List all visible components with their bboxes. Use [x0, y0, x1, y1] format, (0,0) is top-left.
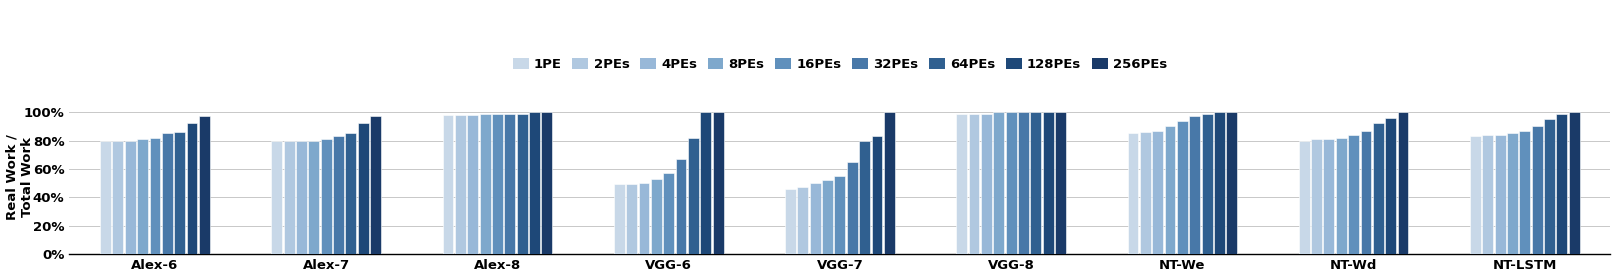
Bar [860, 140, 869, 254]
Bar [113, 140, 123, 254]
Bar [1361, 131, 1372, 254]
Bar [1165, 126, 1175, 254]
Bar [1374, 123, 1383, 254]
Bar [467, 115, 478, 254]
Bar [688, 138, 698, 254]
Bar [528, 112, 540, 254]
Bar [137, 139, 149, 254]
Bar [199, 116, 210, 254]
Bar [823, 180, 832, 254]
Bar [884, 112, 895, 254]
Bar [957, 114, 966, 254]
Bar [333, 136, 344, 254]
Bar [1128, 133, 1138, 254]
Bar [1556, 114, 1568, 254]
Bar [968, 114, 979, 254]
Bar [1311, 139, 1322, 254]
Bar [1482, 135, 1493, 254]
Bar [651, 179, 661, 254]
Bar [625, 184, 637, 254]
Bar [1055, 112, 1067, 254]
Legend: 1PE, 2PEs, 4PEs, 8PEs, 16PEs, 32PEs, 64PEs, 128PEs, 256PEs: 1PE, 2PEs, 4PEs, 8PEs, 16PEs, 32PEs, 64P… [512, 58, 1167, 71]
Bar [517, 114, 527, 254]
Bar [1385, 118, 1396, 254]
Bar [1532, 126, 1543, 254]
Bar [370, 116, 381, 254]
Bar [1398, 112, 1409, 254]
Bar [357, 123, 368, 254]
Bar [713, 112, 724, 254]
Bar [1348, 135, 1359, 254]
Bar [1495, 135, 1506, 254]
Bar [491, 114, 503, 254]
Bar [480, 114, 491, 254]
Bar [1324, 139, 1335, 254]
Bar [456, 115, 465, 254]
Y-axis label: Real Work /
Total Work: Real Work / Total Work [5, 135, 34, 220]
Bar [1569, 112, 1580, 254]
Bar [296, 140, 307, 254]
Bar [810, 183, 821, 254]
Bar [162, 133, 173, 254]
Bar [797, 187, 808, 254]
Bar [186, 123, 197, 254]
Bar [1227, 112, 1238, 254]
Bar [1189, 116, 1201, 254]
Bar [834, 176, 845, 254]
Bar [320, 139, 331, 254]
Bar [981, 114, 992, 254]
Bar [1202, 114, 1212, 254]
Bar [1214, 112, 1225, 254]
Bar [1139, 132, 1151, 254]
Bar [1508, 133, 1517, 254]
Bar [124, 140, 136, 254]
Bar [1519, 131, 1530, 254]
Bar [700, 112, 711, 254]
Bar [1299, 140, 1309, 254]
Bar [1042, 112, 1054, 254]
Bar [675, 159, 687, 254]
Bar [1031, 112, 1041, 254]
Bar [175, 132, 186, 254]
Bar [785, 189, 797, 254]
Bar [100, 140, 112, 254]
Bar [614, 184, 625, 254]
Bar [1005, 112, 1016, 254]
Bar [1545, 119, 1555, 254]
Bar [150, 138, 160, 254]
Bar [638, 183, 650, 254]
Bar [284, 140, 294, 254]
Bar [309, 140, 320, 254]
Bar [1152, 131, 1164, 254]
Bar [541, 112, 553, 254]
Bar [994, 112, 1004, 254]
Bar [663, 173, 674, 254]
Bar [271, 140, 283, 254]
Bar [871, 136, 882, 254]
Bar [346, 133, 356, 254]
Bar [504, 114, 516, 254]
Bar [1336, 138, 1346, 254]
Bar [443, 115, 454, 254]
Bar [1176, 121, 1188, 254]
Bar [1018, 112, 1029, 254]
Bar [1471, 136, 1480, 254]
Bar [847, 162, 858, 254]
